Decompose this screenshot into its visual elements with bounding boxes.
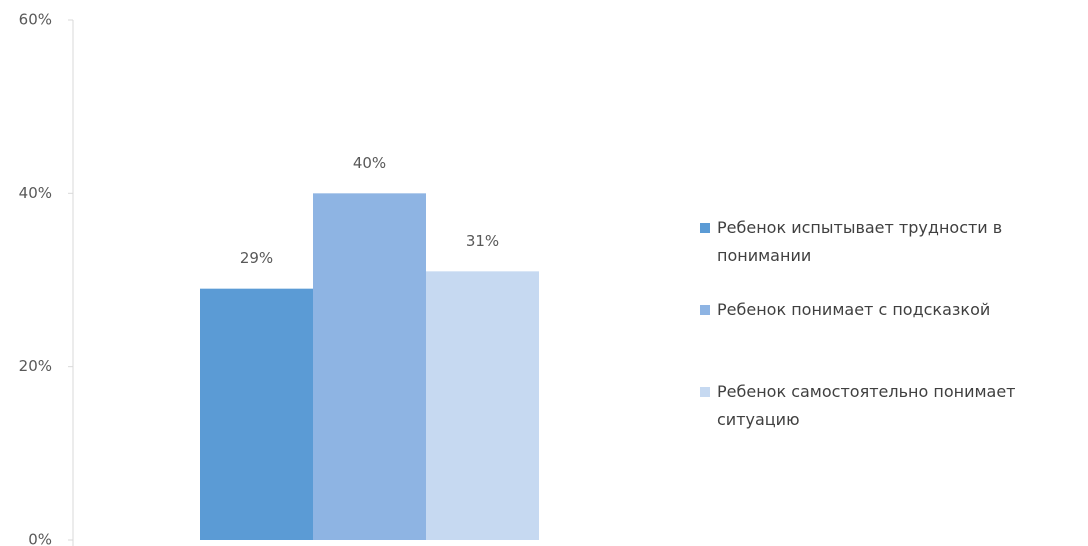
data-label: 31% [466, 232, 499, 250]
data-label: 40% [353, 154, 386, 172]
data-label: 29% [240, 249, 273, 267]
bar [200, 288, 313, 540]
y-tick-label: 0% [28, 531, 52, 546]
legend-item: Ребенок испытывает трудности в понимании [700, 214, 1080, 270]
bar [426, 271, 539, 540]
legend-label: Ребенок самостоятельно понимает ситуацию [717, 382, 1016, 429]
legend-label: Ребенок понимает с подсказкой [717, 300, 991, 319]
legend-swatch [700, 387, 710, 397]
legend-swatch [700, 305, 710, 315]
legend-label: Ребенок испытывает трудности в понимании [717, 218, 1003, 265]
legend-swatch [700, 223, 710, 233]
legend-item: Ребенок понимает с подсказкой [700, 296, 1080, 324]
bar [313, 193, 426, 541]
legend-item: Ребенок самостоятельно понимает ситуацию [700, 378, 1080, 434]
y-tick-label: 60% [19, 11, 52, 29]
y-tick-label: 40% [19, 184, 52, 202]
y-tick-label: 20% [19, 357, 52, 375]
